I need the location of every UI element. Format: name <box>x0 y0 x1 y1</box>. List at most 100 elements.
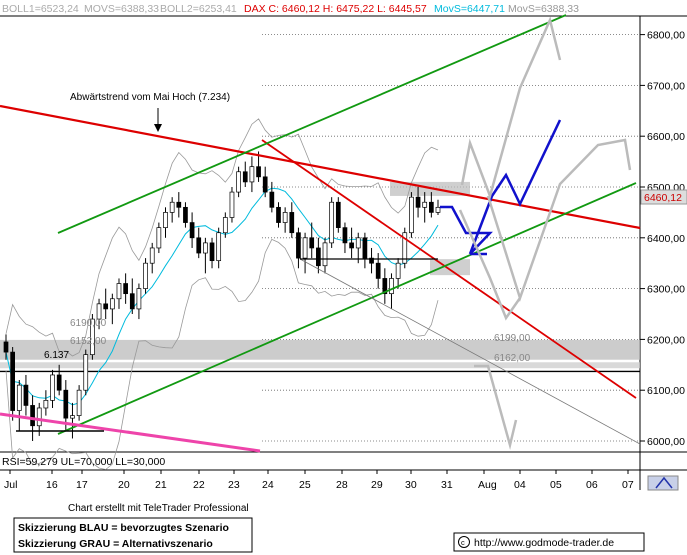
header-movs-last: MovS=6388,33 <box>508 3 579 15</box>
legend-blue: Skizzierung BLAU = bevorzugtes Szenario <box>18 522 229 534</box>
channel-upper <box>57 14 567 234</box>
candle-body-62 <box>415 196 421 208</box>
candle-body-26 <box>176 201 182 208</box>
blue-scenario-leg2 <box>468 119 562 255</box>
candle-body-53 <box>355 237 361 249</box>
x-tick-label-4: 21 <box>155 479 167 491</box>
candle-body-34 <box>229 191 235 218</box>
candle-body-19 <box>129 293 135 310</box>
x-tick-label-11: 30 <box>405 479 417 491</box>
header-boll1: BOLL1=6523,24 <box>2 3 79 15</box>
candle-body-15 <box>103 303 109 310</box>
candle-body-47 <box>316 247 321 267</box>
candle-body-3 <box>23 384 29 406</box>
candle-body-22 <box>149 247 155 264</box>
grey-fan-line <box>299 258 641 445</box>
candle-body-5 <box>36 407 42 427</box>
candle-body-1 <box>10 351 15 411</box>
y-tick-label-6100: 6100,00 <box>647 385 685 397</box>
x-axis: Jul 16 17 20 21 22 23 24 25 28 29 30 31 Aug 04 05 06 07 <box>4 470 634 491</box>
price-tag: 6460,12 <box>644 192 682 204</box>
candle-body-10 <box>70 415 75 419</box>
candle-body-35 <box>236 171 241 193</box>
candle-body-38 <box>256 166 261 178</box>
zone-6199 <box>0 339 640 360</box>
grey-scenario-mid <box>486 138 632 302</box>
level-6152-label: 6152,00 <box>70 336 107 347</box>
bollinger-upper <box>5 118 439 357</box>
zone-mid <box>430 259 470 276</box>
candle-body-6 <box>43 400 49 409</box>
candle-body-4 <box>30 405 35 427</box>
dotted-gridlines <box>262 34 640 442</box>
grey-scenario-dip <box>458 209 522 321</box>
candle-body-49 <box>329 201 335 244</box>
y-axis: 6800,006700,006600,006500,006400,006300,… <box>640 30 685 448</box>
candle-body-45 <box>302 237 308 259</box>
legend-grey: Skizzierung GRAU = Alternativszenario <box>18 538 213 550</box>
candle-body-42 <box>282 212 288 223</box>
price-tag-box <box>640 189 687 205</box>
candle-body-36 <box>242 171 248 183</box>
candle-body-39 <box>262 176 268 193</box>
candle-body-44 <box>296 232 301 259</box>
candle-body-16 <box>109 298 115 310</box>
candle-body-33 <box>222 217 228 234</box>
level-6199-label: 6199,00 <box>494 333 531 344</box>
candle-body-27 <box>183 206 188 223</box>
legend-box <box>13 517 253 553</box>
y-tick-label-6800: 6800,00 <box>647 30 685 42</box>
candle-body-58 <box>389 278 394 295</box>
x-tick-label-5: 22 <box>193 479 205 491</box>
candle-body-9 <box>63 389 69 419</box>
copyright-icon <box>458 536 470 548</box>
candle-body-43 <box>289 212 295 234</box>
y-tick-label-6300: 6300,00 <box>647 284 685 296</box>
trend-lines <box>0 14 641 453</box>
x-tick-label-12: 31 <box>441 479 453 491</box>
candle-body-37 <box>249 166 255 183</box>
x-tick-label-17: 07 <box>622 479 634 491</box>
scenario-sketches <box>440 16 632 450</box>
level-6190-label: 6190,00 <box>70 318 107 329</box>
candle-body-20 <box>136 288 142 310</box>
y-tick-label-6200: 6200,00 <box>647 334 685 346</box>
candle-body-29 <box>196 237 202 254</box>
candle-body-63 <box>422 201 428 208</box>
trend-arrow-head <box>154 124 162 132</box>
grey-scenario-up <box>460 16 562 201</box>
trend-annotation: Abwärtstrend vom Mai Hoch (7.234) <box>70 92 230 103</box>
candle-body-11 <box>76 389 82 416</box>
support-line-pink <box>0 412 261 453</box>
candle-body-52 <box>349 242 354 249</box>
candle-body-18 <box>123 283 128 295</box>
x-tick-label-3: 20 <box>118 479 130 491</box>
candle-body-57 <box>382 278 388 295</box>
candle-body-40 <box>269 191 275 208</box>
candle-body-28 <box>189 222 195 239</box>
scroll-icon[interactable] <box>655 476 673 489</box>
candle-body-46 <box>309 237 315 249</box>
candle-body-50 <box>335 201 341 228</box>
y-tick-label-6700: 6700,00 <box>647 80 685 92</box>
y-tick-label-6400: 6400,00 <box>647 233 685 245</box>
candle-body-30 <box>203 242 208 254</box>
candle-body-24 <box>163 212 168 228</box>
candle-body-65 <box>435 206 441 213</box>
candle-body-8 <box>56 374 62 391</box>
candle-body-0 <box>3 341 9 353</box>
candle-body-31 <box>209 242 215 262</box>
x-tick-label-15: 05 <box>550 479 562 491</box>
credit-text: Chart erstellt mit TeleTrader Profession… <box>68 503 249 514</box>
url-link[interactable]: http://www.godmode-trader.de <box>474 537 614 549</box>
candle-body-32 <box>216 232 222 262</box>
candle-body-51 <box>342 227 348 244</box>
x-tick-label-13: Aug <box>478 479 497 491</box>
candle-body-23 <box>156 227 162 249</box>
level-6162-label: 6162,00 <box>494 353 531 364</box>
channel-lower <box>57 182 637 435</box>
x-tick-label-8: 25 <box>299 479 311 491</box>
candle-body-13 <box>90 318 95 355</box>
